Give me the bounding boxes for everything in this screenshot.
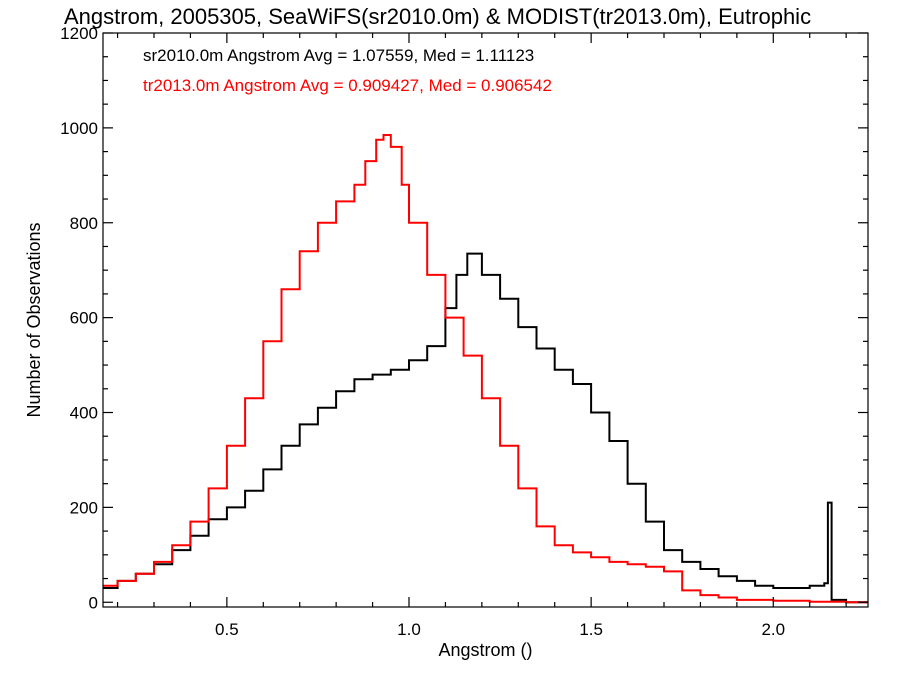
x-tick-label: 1.5	[579, 620, 603, 639]
y-tick-label: 800	[70, 214, 98, 233]
plot-series-group	[103, 134, 868, 604]
annotation-black-stats: sr2010.0m Angstrom Avg = 1.07559, Med = …	[143, 46, 534, 65]
y-tick-label: 1200	[60, 24, 98, 43]
histogram-series-1	[103, 134, 868, 604]
chart-title: Angstrom, 2005305, SeaWiFS(sr2010.0m) & …	[64, 4, 811, 29]
y-tick-label: 600	[70, 309, 98, 328]
y-tick-label: 200	[70, 498, 98, 517]
x-axis-label: Angstrom ()	[438, 640, 532, 660]
x-tick-label: 2.0	[761, 620, 785, 639]
y-tick-label: 1000	[60, 119, 98, 138]
x-tick-label: 1.0	[397, 620, 421, 639]
y-tick-label: 0	[89, 593, 98, 612]
histogram-series-0	[103, 252, 868, 604]
annotation-red-stats: tr2013.0m Angstrom Avg = 0.909427, Med =…	[143, 76, 552, 95]
axis-ticks-group: 0.5 1.0 1.5 2.0 0 200 400 600 800 1000 1200	[60, 24, 868, 639]
plot-frame	[102, 32, 869, 608]
y-tick-label: 400	[70, 404, 98, 423]
y-axis-label: Number of Observations	[24, 222, 44, 417]
x-tick-label: 0.5	[215, 620, 239, 639]
